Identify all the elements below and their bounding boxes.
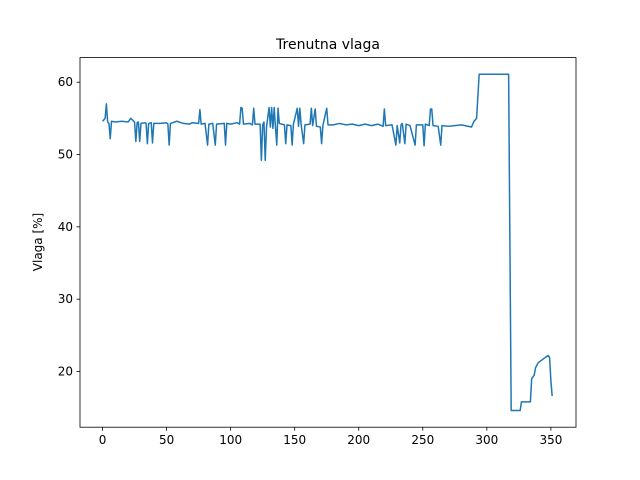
x-tick-label: 50 bbox=[159, 433, 174, 447]
y-tick-label: 60 bbox=[58, 75, 73, 89]
y-tick-label: 50 bbox=[58, 148, 73, 162]
y-axis-label: Vlaga [%] bbox=[31, 213, 45, 271]
y-tick-label: 20 bbox=[58, 365, 73, 379]
x-tick-label: 250 bbox=[411, 433, 434, 447]
x-tick-label: 200 bbox=[347, 433, 370, 447]
x-tick-label: 350 bbox=[539, 433, 562, 447]
y-tick-label: 30 bbox=[58, 292, 73, 306]
x-tick-label: 0 bbox=[99, 433, 107, 447]
x-tick-label: 150 bbox=[283, 433, 306, 447]
axes-frame bbox=[79, 57, 577, 428]
x-tick-label: 100 bbox=[219, 433, 242, 447]
data-line bbox=[101, 73, 553, 412]
chart-title: Trenutna vlaga bbox=[275, 37, 380, 53]
x-tick-label: 300 bbox=[475, 433, 498, 447]
y-tick-label: 40 bbox=[58, 220, 73, 234]
